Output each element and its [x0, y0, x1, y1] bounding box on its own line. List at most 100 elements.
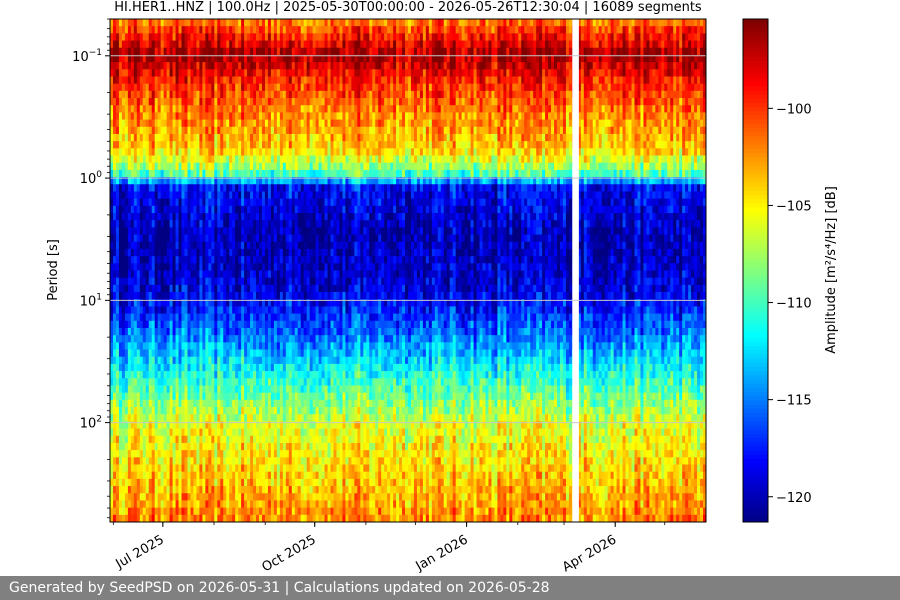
heatmap-cell: [238, 177, 242, 185]
heatmap-cell: [330, 105, 334, 113]
heatmap-cell: [470, 26, 474, 34]
heatmap-cell: [473, 69, 477, 77]
heatmap-cell: [169, 47, 173, 56]
heatmap-cell: [458, 54, 463, 63]
heatmap-cell: [256, 162, 260, 171]
heatmap-cell: [336, 112, 340, 120]
heatmap-cell: [586, 76, 591, 85]
heatmap-cell: [586, 90, 591, 99]
heatmap-cell: [312, 177, 317, 185]
heatmap-cell: [369, 47, 373, 56]
heatmap-cell: [464, 141, 468, 149]
heatmap-cell: [127, 76, 132, 85]
heatmap-cell: [112, 90, 117, 99]
heatmap-cell: [220, 76, 224, 85]
heatmap-cell: [625, 191, 629, 200]
heatmap-cell: [589, 69, 594, 77]
heatmap-cell: [363, 133, 367, 142]
heatmap-cell: [694, 133, 698, 142]
heatmap-cell: [461, 112, 466, 120]
heatmap-cell: [267, 83, 272, 92]
heatmap-cell: [211, 19, 215, 27]
heatmap-cell: [640, 148, 644, 156]
heatmap-cell: [637, 169, 641, 178]
heatmap-cell: [595, 54, 600, 63]
heatmap-cell: [559, 169, 564, 178]
heatmap-cell: [673, 141, 677, 149]
heatmap-cell: [479, 119, 483, 128]
heatmap-cell: [515, 40, 519, 49]
heatmap-cell: [595, 141, 600, 149]
heatmap-cell: [193, 133, 197, 142]
heatmap-cell: [458, 105, 463, 113]
heatmap-cell: [676, 33, 680, 41]
heatmap-cell: [181, 54, 185, 63]
heatmap-cell: [399, 126, 403, 135]
heatmap-cell: [181, 33, 185, 41]
heatmap-cell: [220, 155, 224, 164]
heatmap-cell: [157, 40, 162, 49]
heatmap-cell: [110, 19, 114, 27]
heatmap-cell: [557, 90, 561, 99]
heatmap-cell: [181, 83, 185, 92]
heatmap-cell: [521, 76, 525, 85]
heatmap-cell: [425, 112, 430, 120]
heatmap-cell: [342, 76, 346, 85]
heatmap-cell: [539, 119, 543, 128]
heatmap-cell: [703, 162, 707, 171]
heatmap-cell: [604, 62, 609, 70]
heatmap-cell: [327, 119, 331, 128]
heatmap-cell: [217, 119, 221, 128]
heatmap-cell: [187, 141, 191, 149]
heatmap-cell: [241, 141, 245, 149]
heatmap-cell: [285, 19, 290, 27]
heatmap-cell: [422, 98, 427, 106]
heatmap-cell: [285, 184, 290, 192]
heatmap-cell: [413, 105, 418, 113]
heatmap-cell: [324, 148, 328, 156]
heatmap-cell: [115, 126, 120, 135]
heatmap-cell: [655, 141, 659, 149]
heatmap-cell: [521, 169, 525, 178]
heatmap-cell: [151, 162, 156, 171]
heatmap-cell: [619, 40, 623, 49]
heatmap-cell: [291, 47, 296, 56]
heatmap-cell: [580, 184, 585, 192]
heatmap-cell: [399, 177, 403, 185]
heatmap-cell: [396, 141, 400, 149]
heatmap-cell: [664, 69, 668, 77]
heatmap-cell: [658, 47, 662, 56]
heatmap-cell: [598, 177, 603, 185]
heatmap-cell: [548, 162, 552, 171]
heatmap-cell: [676, 83, 680, 92]
heatmap-cell: [357, 54, 361, 63]
heatmap-cell: [685, 76, 689, 85]
heatmap-cell: [646, 148, 650, 156]
heatmap-cell: [336, 40, 340, 49]
heatmap-cell: [208, 90, 212, 99]
heatmap-cell: [142, 105, 147, 113]
heatmap-cell: [112, 76, 117, 85]
heatmap-cell: [664, 112, 668, 120]
heatmap-cell: [649, 155, 653, 164]
heatmap-cell: [172, 105, 176, 113]
heatmap-cell: [559, 177, 564, 185]
heatmap-cell: [652, 177, 656, 185]
heatmap-cell: [467, 62, 471, 70]
heatmap-cell: [166, 69, 170, 77]
heatmap-cell: [297, 162, 302, 171]
heatmap-cell: [187, 33, 191, 41]
heatmap-cell: [390, 112, 394, 120]
heatmap-cell: [536, 184, 540, 192]
heatmap-cell: [467, 40, 471, 49]
heatmap-cell: [393, 162, 397, 171]
heatmap-cell: [494, 148, 498, 156]
heatmap-cell: [264, 133, 269, 142]
heatmap-cell: [205, 83, 209, 92]
heatmap-cell: [497, 105, 501, 113]
heatmap-cell: [661, 155, 665, 164]
heatmap-cell: [568, 155, 573, 164]
heatmap-cell: [247, 90, 251, 99]
heatmap-cell: [133, 133, 138, 142]
heatmap-cell: [121, 177, 126, 185]
